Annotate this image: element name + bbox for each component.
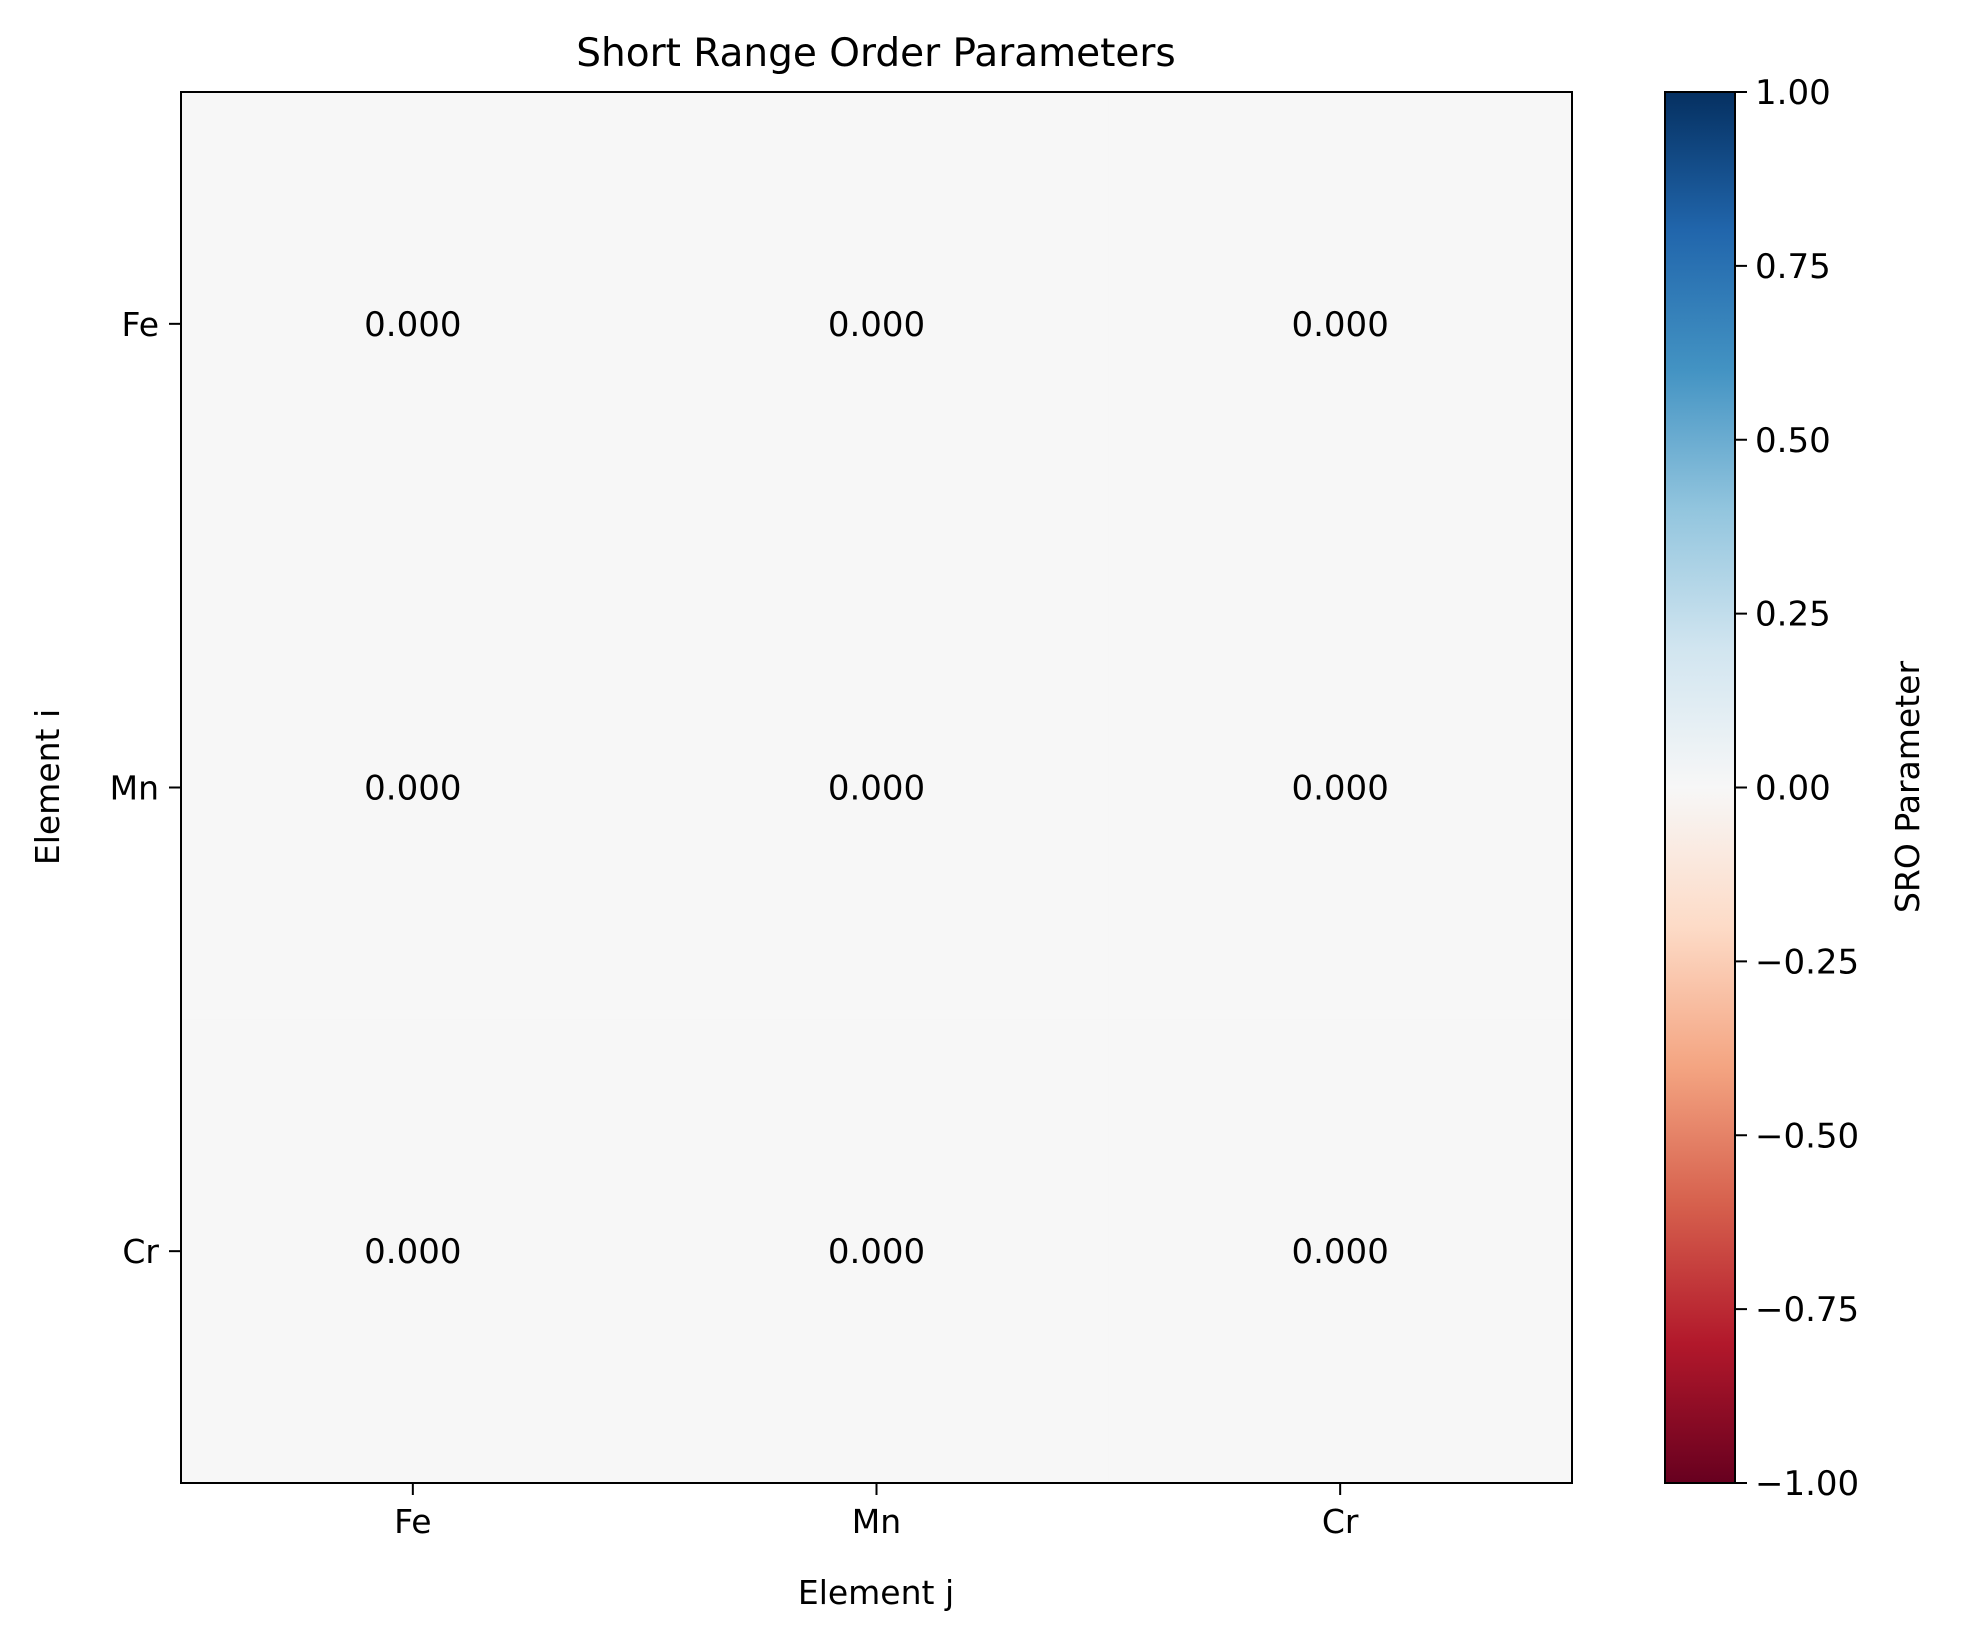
colorbar-label: SRO Parameter xyxy=(1888,661,1927,913)
y-tick-label: Fe xyxy=(122,305,159,344)
cell-value-label: 0.000 xyxy=(364,769,461,809)
x-axis-ticks: Fe Mn Cr xyxy=(394,1483,1359,1541)
cell-value-label: 0.000 xyxy=(364,1232,461,1272)
x-tick-label: Fe xyxy=(394,1502,431,1541)
heatmap-cell xyxy=(181,555,646,1020)
heatmap-cell xyxy=(644,92,1109,557)
heatmap-cell xyxy=(181,92,646,557)
colorbar xyxy=(1664,91,1736,1484)
heatmap-cell xyxy=(181,1019,646,1484)
heatmap-cell xyxy=(644,555,1109,1020)
heatmap-cell xyxy=(644,1019,1109,1484)
chart-title: Short Range Order Parameters xyxy=(576,31,1176,76)
heatmap-cell xyxy=(1108,92,1573,557)
colorbar-tick-label: 0.00 xyxy=(1755,769,1831,809)
colorbar-tick-label: −1.00 xyxy=(1755,1464,1859,1504)
x-tick-label: Cr xyxy=(1322,1502,1359,1541)
colorbar-tick-label: 0.25 xyxy=(1755,595,1831,635)
cell-value-labels: 0.000 0.000 0.000 0.000 0.000 0.000 0.000 0.000… xyxy=(364,305,1389,1272)
heatmap-cell xyxy=(1108,1019,1573,1484)
heatmap-cells xyxy=(181,92,1573,1484)
colorbar-tick-label: 0.50 xyxy=(1755,421,1831,461)
cell-value-label: 0.000 xyxy=(828,769,925,809)
colorbar-tick-label: −0.75 xyxy=(1755,1290,1859,1330)
y-axis-label: Element i xyxy=(28,709,67,865)
cell-value-label: 0.000 xyxy=(1291,305,1388,345)
y-tick-label: Cr xyxy=(122,1232,159,1271)
x-tick-label: Mn xyxy=(852,1502,901,1541)
cell-value-label: 0.000 xyxy=(364,305,461,345)
colorbar-ticks: 1.00 0.75 0.50 0.25 0.00 −0.25 −0.50 −0.75 −1.00 xyxy=(1735,73,1859,1504)
y-axis-ticks: Fe Mn Cr xyxy=(110,305,181,1271)
cell-value-label: 0.000 xyxy=(1291,1232,1388,1272)
colorbar-tick-label: 1.00 xyxy=(1755,73,1831,113)
x-axis-label: Element j xyxy=(798,1573,954,1612)
cell-value-label: 0.000 xyxy=(1291,769,1388,809)
cell-value-label: 0.000 xyxy=(828,1232,925,1272)
colorbar-tick-label: −0.25 xyxy=(1755,942,1859,982)
colorbar-tick-label: 0.75 xyxy=(1755,247,1831,287)
cell-value-label: 0.000 xyxy=(828,305,925,345)
y-tick-label: Mn xyxy=(110,769,159,808)
heatmap-cell xyxy=(1108,555,1573,1020)
colorbar-tick-label: −0.50 xyxy=(1755,1116,1859,1156)
